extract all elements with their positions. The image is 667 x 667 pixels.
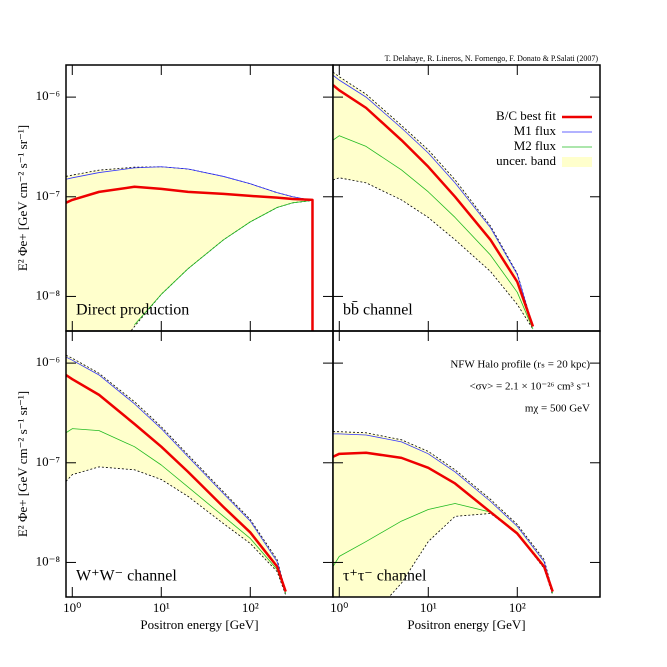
line — [66, 428, 287, 594]
band-edge — [333, 177, 534, 330]
line — [333, 84, 535, 327]
line — [333, 433, 554, 592]
line — [333, 135, 534, 330]
legend-label: B/C best fit — [496, 108, 556, 123]
legend-swatch — [562, 157, 592, 167]
band-edge — [66, 354, 287, 592]
line — [66, 166, 313, 201]
band-edge — [333, 71, 534, 327]
annotation: mχ = 500 GeV — [525, 403, 590, 415]
annotation: <σv> = 2.1 × 10⁻²⁶ cm³ s⁻¹ — [469, 381, 590, 393]
annotation: NFW Halo profile (rₛ = 20 kpc) — [450, 359, 590, 371]
y-tick-label: 10⁻⁶ — [36, 88, 60, 103]
line — [66, 373, 287, 592]
line — [333, 451, 554, 592]
x-axis-label: Positron energy [GeV] — [140, 617, 258, 632]
x-tick-label: 10¹ — [153, 600, 170, 615]
band — [333, 431, 553, 597]
credit: T. Delahaye, R. Lineros, N. Fornengo, F.… — [385, 54, 599, 63]
band — [333, 72, 533, 330]
frame — [332, 330, 601, 598]
band — [66, 355, 286, 596]
y-tick-label: 10⁻⁷ — [36, 454, 60, 469]
plot-area — [333, 431, 554, 597]
line — [134, 199, 313, 326]
y-tick-label: 10⁻⁸ — [36, 553, 61, 568]
panel-label: Direct production — [76, 302, 189, 319]
legend-label: uncer. band — [496, 153, 556, 168]
plot-area — [333, 71, 535, 330]
band — [66, 166, 313, 331]
line — [66, 185, 314, 331]
y-tick-label: 10⁻⁷ — [36, 188, 60, 203]
plot-area — [66, 166, 314, 331]
panel-label: W⁺W⁻ channel — [76, 568, 177, 585]
y-axis-label: E² Φe+ [GeV cm⁻² s⁻¹ sr⁻¹] — [15, 391, 30, 537]
legend-label: M1 flux — [514, 123, 557, 138]
line — [66, 356, 287, 592]
y-tick-label: 10⁻⁶ — [36, 354, 60, 369]
panel-label: τ⁺τ⁻ channel — [343, 568, 427, 585]
x-tick-label: 10² — [242, 600, 259, 615]
x-tick-label: 10¹ — [420, 600, 437, 615]
y-axis-label: E² Φe+ [GeV cm⁻² s⁻¹ sr⁻¹] — [15, 125, 30, 271]
plot-area — [66, 354, 287, 596]
x-axis-label: Positron energy [GeV] — [407, 617, 525, 632]
x-tick-label: 10² — [509, 600, 526, 615]
x-tick-label: 10⁰ — [330, 600, 348, 615]
y-tick-label: 10⁻⁸ — [36, 287, 61, 302]
panel-label: bb̄ channel — [343, 301, 413, 319]
legend-label: M2 flux — [514, 138, 557, 153]
line — [333, 74, 534, 327]
x-tick-label: 10⁰ — [63, 600, 81, 615]
band-edge — [66, 466, 287, 596]
